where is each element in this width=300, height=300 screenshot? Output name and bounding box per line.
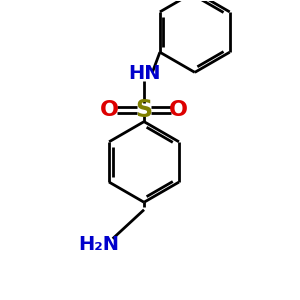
Text: O: O — [169, 100, 188, 120]
Text: S: S — [136, 98, 153, 122]
Text: O: O — [100, 100, 119, 120]
Text: H₂N: H₂N — [79, 235, 120, 254]
Text: HN: HN — [128, 64, 160, 83]
